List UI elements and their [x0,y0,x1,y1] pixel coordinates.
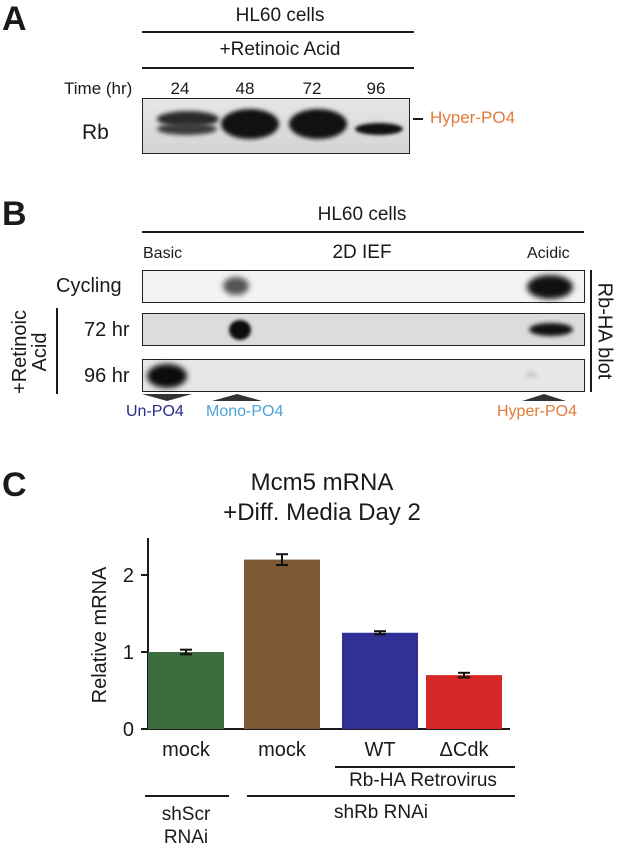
bar-2 [342,632,418,729]
mono-po4-label: Mono-PO4 [206,403,284,420]
blot-band-96 [355,123,403,135]
hyper-po4-arrowhead [522,394,566,401]
group-scr-label: shScr RNAi [161,804,211,848]
x-category-label-2: WT [364,739,395,761]
panel-a-time-48: 48 [235,79,255,98]
retrovirus-line [335,766,515,768]
x-category-label-0: mock [162,739,211,761]
bar-0 [148,652,224,729]
y-tick-label-0: 0 [123,719,134,741]
panel-a-western-blot [142,98,410,154]
panel-a-cell-header: HL60 cells [235,5,325,26]
y-axis-label: Relative mRNA [89,566,111,703]
panel-c-letter: C [2,466,27,504]
y-tick-label-1: 1 [123,642,134,664]
panel-a-header-line [142,31,414,33]
un-po4-arrowhead [142,394,192,401]
ief-strip-cycling [142,270,585,303]
mono-po4-arrowhead [212,394,262,401]
x-category-label-1: mock [258,739,307,761]
hyper-po4-tick [413,118,423,120]
panel-b-row-96hr: 96 hr [84,365,130,387]
72hr-mono-spot [229,320,251,340]
96hr-un-spot [147,364,187,388]
panel-b-markers [142,394,566,401]
panel-a-time-72: 72 [302,79,322,98]
cycling-hyper-spot [527,275,573,299]
panel-a-time-label: Time (hr) [64,79,133,98]
panel-a-letter: A [2,0,27,38]
group-shrb-label: shRb RNAi [334,802,428,823]
blot-band-24-lower [157,123,217,135]
panel-a-treatment-line [142,67,414,69]
bar-1 [244,559,320,729]
panel-b-acidic-label: Acidic [527,245,570,262]
ief-strip-72hr [142,313,585,346]
group-shrb-line [247,795,515,797]
x-category-label-3: ΔCdk [440,739,490,761]
72hr-hyper-spot [529,323,573,336]
retrovirus-label: Rb-HA Retrovirus [349,770,497,791]
bar-3 [426,675,502,729]
panel-a-treatment-header: +Retinoic Acid [219,39,341,60]
y-tick-label-2: 2 [123,565,134,587]
panel-a-time-24: 24 [170,79,190,98]
panel-b-cell-header: HL60 cells [317,204,407,225]
panel-a-rb-label: Rb [82,121,109,144]
panel-b-row-72hr: 72 hr [84,319,130,341]
panel-b-side-bracket [56,308,58,394]
96hr-faint-spot [525,372,537,378]
panel-b-right-bracket [590,270,592,392]
chart-title: Mcm5 mRNA +Diff. Media Day 2 [223,469,421,526]
cycling-mono-spot [223,277,249,295]
group-scr-line [145,795,229,797]
panel-b-header-line [142,231,584,233]
panel-b-row-cycling: Cycling [56,275,122,297]
panel-b-basic-label: Basic [143,245,183,262]
hyper-po4-label: Hyper-PO4 [497,403,578,420]
blot-band-72 [289,109,347,139]
panel-b-2d-ief-label: 2D IEF [332,242,392,263]
ief-strip-96hr [142,359,585,392]
un-po4-label: Un-PO4 [126,403,184,420]
blot-band-48 [221,109,279,139]
panel-a-hyper-po4-label: Hyper-PO4 [430,108,516,127]
panel-a-time-96: 96 [366,79,386,98]
panel-b-letter: B [2,195,27,233]
